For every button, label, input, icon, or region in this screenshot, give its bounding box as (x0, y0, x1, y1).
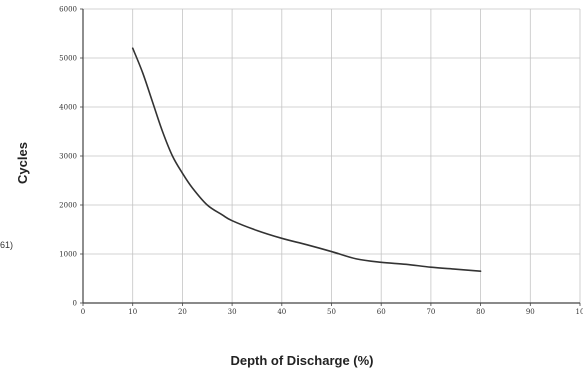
data-point (405, 264, 406, 265)
y-tick-label: 4000 (59, 104, 77, 112)
data-point (182, 173, 183, 174)
data-point (381, 262, 382, 263)
y-tick-label: 5000 (59, 55, 77, 63)
x-tick-label: 60 (377, 308, 386, 316)
x-tick-label: 80 (476, 308, 485, 316)
x-tick-label: 90 (526, 308, 535, 316)
x-tick-label: 10 (576, 308, 583, 316)
x-tick-label: 30 (228, 308, 237, 316)
y-tick-label: 0 (73, 300, 77, 308)
x-tick-label: 10 (128, 308, 137, 316)
y-tick-label: 3000 (59, 153, 77, 161)
series-layer (131, 47, 482, 272)
y-axis-title: Cycles (15, 142, 30, 184)
data-point (192, 187, 193, 188)
grid-layer (82, 8, 581, 304)
x-tick-label: 40 (277, 308, 286, 316)
x-tick-label: 20 (178, 308, 187, 316)
data-point (142, 72, 143, 73)
data-point (281, 238, 282, 239)
data-point (132, 48, 133, 49)
data-point (356, 258, 357, 259)
x-axis-title: Depth of Discharge (%) (230, 353, 373, 368)
data-point (430, 267, 431, 268)
data-point (480, 271, 481, 272)
data-point (331, 251, 332, 252)
data-point (256, 230, 257, 231)
data-point (455, 269, 456, 270)
data-point (232, 220, 233, 221)
axis-layer (80, 8, 581, 306)
side-note-text: 61) (0, 240, 13, 250)
data-point (222, 214, 223, 215)
x-tick-label: 50 (327, 308, 336, 316)
data-point (162, 131, 163, 132)
tick-label-layer: 0 10 20 30 40 50 60 70 80 90 100100020003000400050… (59, 6, 583, 317)
x-tick-label: 70 (426, 308, 435, 316)
data-point (207, 204, 208, 205)
y-tick-label: 6000 (59, 6, 77, 14)
data-point (152, 102, 153, 103)
data-point (172, 155, 173, 156)
data-point (306, 244, 307, 245)
y-tick-label: 1000 (59, 251, 77, 259)
y-tick-label: 2000 (59, 202, 77, 210)
x-tick-label: 0 (81, 308, 85, 316)
cycles-curve (131, 47, 482, 272)
